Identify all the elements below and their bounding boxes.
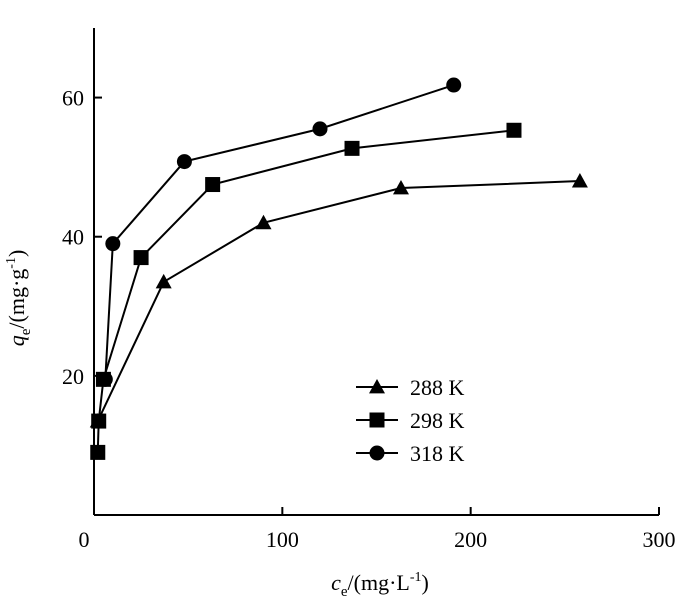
series-288-k — [89, 173, 588, 428]
data-point-2-0 — [97, 371, 113, 387]
data-point-0-1 — [155, 273, 172, 289]
legend-label-1: 298 K — [410, 408, 465, 433]
series-318-k — [97, 77, 462, 387]
x-tick-label-200: 200 — [454, 527, 487, 552]
legend-marker-2 — [369, 445, 385, 461]
y-tick-label-60: 60 — [62, 86, 84, 111]
axes — [93, 28, 659, 516]
x-tick-label-300: 300 — [643, 527, 676, 552]
series-line-0 — [96, 180, 580, 422]
y-tick-label-20: 20 — [62, 364, 84, 389]
legend-entry-1: 298 K — [356, 408, 465, 433]
data-point-0-2 — [255, 214, 272, 230]
data-point-1-5 — [344, 140, 360, 156]
y-axis-title: qe/(mg·g-1) — [4, 250, 34, 347]
data-point-1-4 — [205, 177, 221, 193]
legend-entry-0: 288 K — [356, 375, 465, 400]
legend-entry-2: 318 K — [356, 441, 465, 466]
data-point-2-4 — [446, 77, 462, 93]
series-line-2 — [104, 84, 455, 380]
legend-label-0: 288 K — [410, 375, 465, 400]
data-point-2-2 — [176, 154, 192, 170]
data-point-1-0 — [90, 444, 106, 460]
x-axis-title: ce/(mg·L-1) — [331, 570, 429, 600]
legend-marker-0 — [369, 379, 385, 394]
data-point-2-3 — [312, 121, 328, 137]
legend: 288 K 298 K 318 K — [356, 375, 465, 466]
legend-label-2: 318 K — [410, 441, 465, 466]
data-point-1-1 — [91, 413, 107, 429]
data-point-1-3 — [133, 250, 149, 266]
data-point-0-4 — [571, 173, 588, 188]
y-tick-label-40: 40 — [62, 225, 84, 250]
data-point-1-6 — [506, 122, 522, 138]
data-point-2-1 — [105, 236, 121, 252]
data-point-0-3 — [392, 180, 409, 195]
series-layer — [89, 77, 588, 460]
legend-marker-1 — [369, 412, 385, 428]
ticks: 0 100 200 300 20 40 60 — [62, 86, 676, 552]
x-tick-label-0: 0 — [79, 527, 90, 552]
x-tick-label-100: 100 — [266, 527, 299, 552]
